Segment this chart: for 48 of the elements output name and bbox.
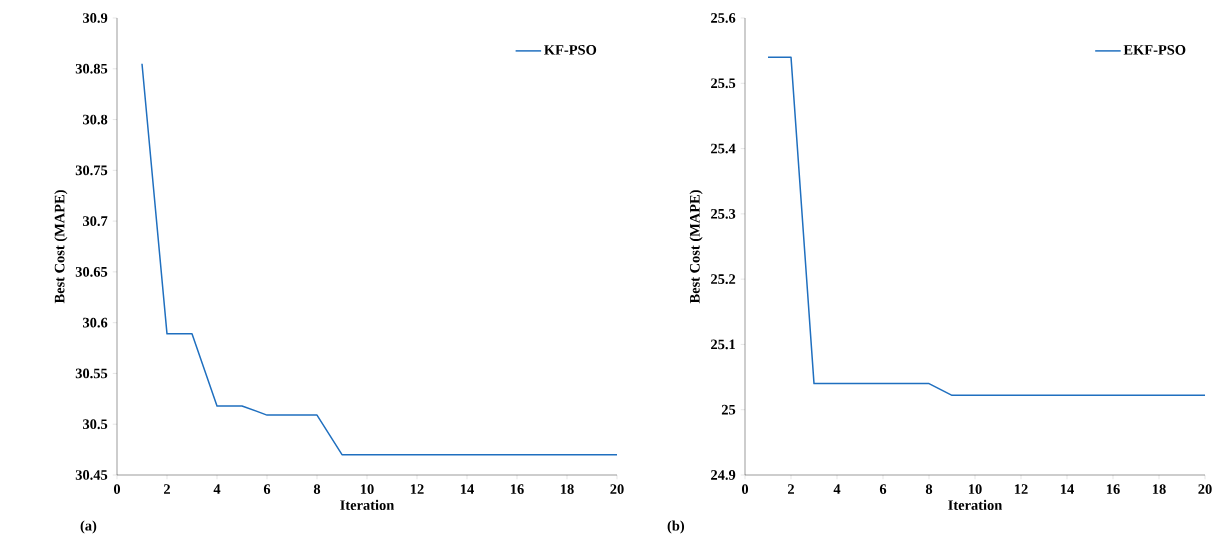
y-tick-label: 30.6	[83, 317, 108, 328]
y-tick-label: 25.2	[711, 274, 736, 285]
x-tick-label: 20	[610, 484, 624, 495]
x-tick-label: 12	[410, 484, 424, 494]
x-tick-label: 12	[1014, 484, 1028, 494]
x-tick-label: 18	[1152, 484, 1166, 495]
y-tick-label: 30.65	[75, 266, 108, 277]
y-tick-label: 30.75	[75, 165, 108, 176]
x-tick-label: 8	[925, 484, 933, 495]
text: (b)	[667, 520, 685, 534]
text: (a)	[80, 520, 97, 534]
y-tick-label: 30.8	[83, 114, 108, 125]
y-tick-label: 24.9	[711, 470, 736, 480]
x-tick-label: 6	[263, 484, 271, 494]
x-tick-label: 4	[833, 484, 841, 494]
y-tick-label: 30.7	[83, 216, 108, 227]
x-axis-title: Iteration	[340, 499, 395, 511]
x-tick-label: 0	[741, 484, 749, 495]
x-tick-label: 10	[360, 484, 374, 495]
x-tick-label: 14	[460, 484, 474, 494]
y-tick-label: 25.4	[711, 143, 736, 154]
x-tick-label: 2	[788, 484, 795, 494]
y-tick-label: 30.5	[83, 419, 108, 430]
y-tick-label: 25	[721, 404, 736, 415]
legend-label: EKF-PSO	[1123, 45, 1186, 55]
y-tick-label: 30.55	[75, 368, 108, 379]
x-tick-label: 2	[164, 484, 170, 494]
y-tick-label: 25.5	[711, 78, 736, 89]
y-tick-label: 30.85	[75, 63, 108, 74]
x-tick-label: 0	[113, 484, 121, 495]
x-tick-label: 16	[1106, 484, 1120, 494]
x-tick-label: 14	[1060, 484, 1074, 494]
x-axis-title: Iteration	[948, 499, 1003, 511]
y-axis-title: Best Cost (MAPE)	[54, 190, 68, 304]
y-tick-label: 30.45	[75, 470, 108, 480]
legend-label: KF-PSO	[544, 45, 597, 55]
x-tick-label: 10	[968, 484, 982, 495]
y-axis-title: Best Cost (MAPE)	[689, 190, 703, 304]
x-tick-label: 6	[879, 484, 887, 494]
x-tick-label: 16	[510, 484, 524, 494]
y-tick-label: 25.1	[711, 339, 735, 350]
y-tick-label: 25.3	[711, 208, 736, 219]
y-tick-label: 25.6	[711, 13, 736, 23]
x-tick-label: 18	[560, 484, 574, 495]
x-tick-label: 20	[1198, 484, 1212, 495]
y-tick-label: 30.9	[83, 13, 108, 23]
x-tick-label: 8	[313, 484, 321, 495]
x-tick-label: 4	[213, 484, 221, 494]
